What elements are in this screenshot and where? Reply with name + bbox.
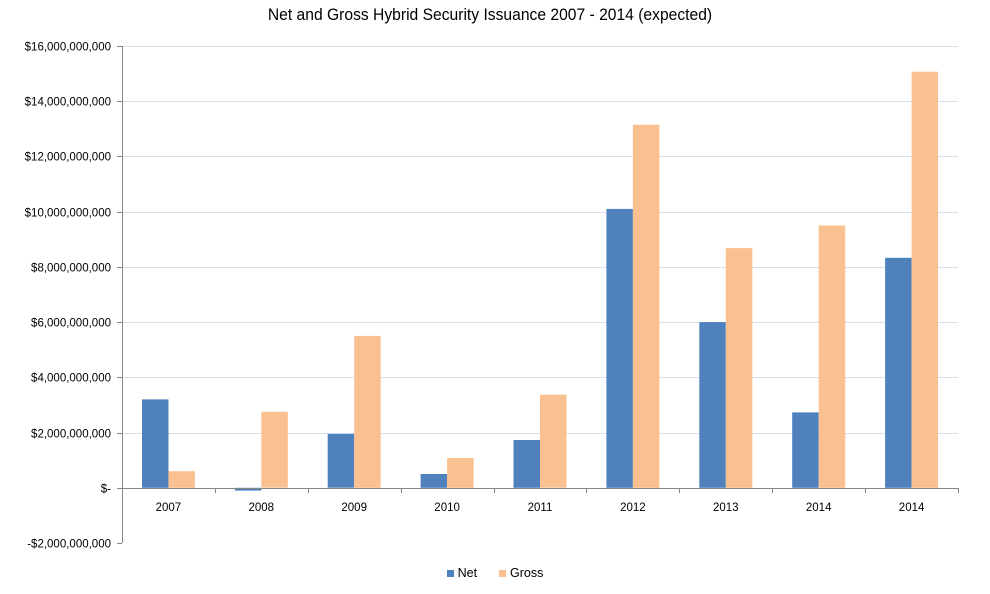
bar-gross-2010 bbox=[447, 458, 474, 488]
x-tick-label: 2012 bbox=[620, 502, 646, 514]
legend-swatch-net bbox=[446, 569, 454, 577]
x-tick-label: 2007 bbox=[156, 502, 182, 514]
y-tick-label: $14,000,000,000 bbox=[25, 97, 111, 109]
y-tick-label: $12,000,000,000 bbox=[25, 152, 111, 164]
legend-item-net: Net bbox=[446, 566, 478, 580]
chart-title: Net and Gross Hybrid Security Issuance 2… bbox=[267, 5, 713, 24]
legend-swatch-gross bbox=[499, 569, 507, 577]
x-tick-label: 2008 bbox=[249, 502, 275, 514]
legend-label-net: Net bbox=[457, 566, 478, 580]
bar-net-2011 bbox=[513, 440, 540, 488]
y-tick-label: $2,000,000,000 bbox=[31, 429, 111, 441]
bar-gross-2014 bbox=[911, 71, 939, 488]
x-tick-label: 2010 bbox=[434, 502, 460, 514]
bar-net-2012 bbox=[606, 208, 633, 488]
y-tick-label: $- bbox=[101, 484, 111, 496]
x-tick-label: 2014 bbox=[899, 502, 925, 514]
bars bbox=[142, 71, 939, 491]
bar-gross-2007 bbox=[168, 471, 195, 488]
y-tick-label: $4,000,000,000 bbox=[31, 373, 111, 385]
bar-gross-2009 bbox=[354, 335, 381, 488]
bar-net-2013 bbox=[699, 322, 726, 488]
bar-net-2010 bbox=[420, 474, 448, 488]
y-tick-label: $6,000,000,000 bbox=[31, 318, 111, 330]
y-tick-label: -$2,000,000,000 bbox=[27, 539, 111, 551]
bar-gross-2011 bbox=[540, 394, 567, 488]
y-tick-label: $16,000,000,000 bbox=[25, 42, 111, 54]
bar-net-2014 bbox=[792, 412, 819, 488]
bar-net-2009 bbox=[327, 433, 355, 488]
x-axis-ticks: 2007 2008 2009 2010 2011 2012 2013 2014 2014 bbox=[122, 488, 959, 514]
legend-label-gross: Gross bbox=[510, 566, 544, 580]
bar-gross-2012 bbox=[632, 124, 660, 488]
legend: Net Gross bbox=[0, 566, 990, 580]
bar-net-2008 bbox=[234, 487, 262, 491]
bar-gross-2008 bbox=[261, 411, 288, 488]
x-tick-label: 2014 bbox=[806, 502, 832, 514]
x-tick-label: 2011 bbox=[528, 502, 553, 514]
x-tick-label: 2009 bbox=[341, 502, 367, 514]
y-tick-label: $8,000,000,000 bbox=[31, 263, 111, 275]
legend-item-gross: Gross bbox=[499, 566, 543, 580]
bar-gross-2013 bbox=[725, 248, 753, 488]
x-tick-label: 2013 bbox=[713, 502, 739, 514]
axes bbox=[122, 46, 958, 543]
bar-net-2014 bbox=[885, 257, 912, 488]
bar-net-2007 bbox=[142, 399, 169, 488]
y-axis-ticks: $16,000,000,000 $14,000,000,000 $12,000,00… bbox=[25, 42, 122, 551]
y-tick-label: $10,000,000,000 bbox=[25, 208, 111, 220]
bar-gross-2014 bbox=[818, 225, 846, 488]
